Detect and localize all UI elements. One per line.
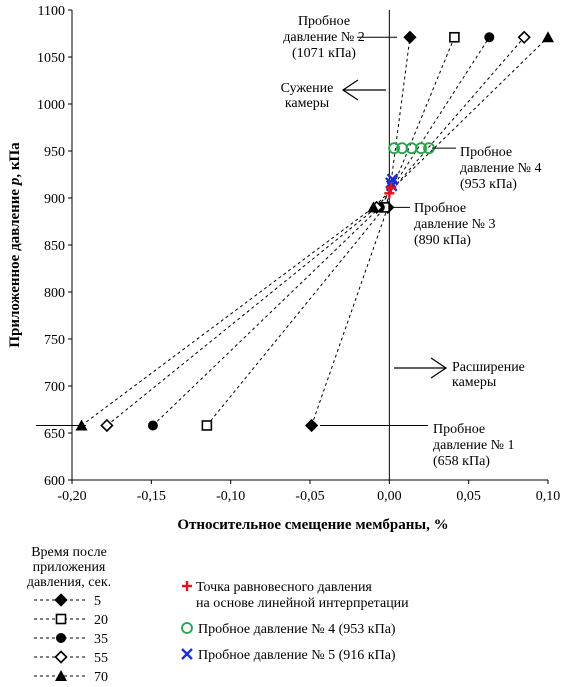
annotation-test4: давление № 4 [460,161,542,176]
point-5 [403,30,417,44]
legend-equilibrium-label: Точка равновесного давления [196,580,372,595]
annotation-expand: Расширение [452,360,525,375]
annotation-expand: камеры [452,375,497,390]
y-tick-label: 850 [44,239,65,254]
x-tick-label: -0,10 [216,489,245,504]
y-tick-label: 1050 [37,51,65,66]
x-tick-label: 0,05 [456,489,481,504]
x-tick-label: 0,10 [536,489,561,504]
legend-time-marker [55,613,67,625]
arrowhead-compress [341,79,359,101]
legend-time-label: 35 [94,632,108,647]
y-tick-label: 1000 [37,98,65,113]
legend-equilibrium-label: на основе линейной интерпретации [196,596,409,611]
annotation-test2: Пробное [298,14,350,29]
plot-area: 600 650 700 750 800 850 900 950 1000 1050 1100 -0,2… [7,4,560,533]
y-axis-title: Приложенное давление p, кПа [7,142,23,348]
point-20 [449,31,460,43]
y-tick-label: 600 [44,474,65,489]
point-70 [367,201,380,213]
y-tick-label: 750 [44,333,65,348]
point-35 [147,420,158,431]
legend-time-title: приложения [33,560,106,575]
annotation-test1: Пробное [433,422,485,437]
annotation-test2: (1071 кПа) [292,46,356,61]
annotation-compress: камеры [285,96,330,111]
legend-time-title: Время после [31,545,107,560]
annotation-test4: (953 кПа) [460,177,517,192]
x-tick-label: -0,15 [137,489,166,504]
test4-point [388,142,400,155]
annotation-compress: Сужение [281,81,334,96]
x-axis-title: Относительное смещение мембраны, % [177,517,448,533]
series-line-55 [106,36,525,426]
point-55 [517,30,531,44]
point-5 [304,418,319,433]
annotation-test3: (890 кПа) [414,233,471,248]
x-tick-label: -0,05 [295,489,324,504]
test4-point [415,142,427,155]
point-55 [100,418,114,433]
annotation-test2: давление № 2 [283,30,365,45]
annotation-test1: давление № 1 [433,438,515,453]
legend-time-label: 5 [94,594,101,609]
legend-time-label: 20 [94,613,108,628]
x-tick-label: -0,20 [57,489,86,504]
y-tick-label: 700 [44,380,65,395]
legend-equilibrium-marker [182,581,192,591]
legend-time-label: 55 [94,651,108,666]
annotation-test4: Пробное [460,145,512,160]
legend-test5-marker [181,648,193,660]
annotation-test3: Пробное [414,201,466,216]
y-tick-label: 900 [44,192,65,207]
legend-time-marker [54,593,68,607]
y-tick-label: 950 [44,145,65,160]
y-tick-label: 1100 [38,4,65,19]
series-line-70 [81,36,549,426]
annotation-test3: давление № 3 [414,217,496,232]
equilibrium-point [384,188,395,199]
legend-time-label: 70 [94,670,108,685]
test4-point [405,142,418,155]
x-tick-label: 0,00 [377,489,402,504]
annotation-test1: (658 кПа) [433,454,490,469]
legend-time-marker [56,633,66,643]
point-35 [484,32,495,43]
legend-test5-label: Пробное давление № 5 (916 кПа) [198,648,396,663]
legend-time-title: давления, сек. [27,575,111,590]
legend-time-marker [54,650,68,664]
arrowhead-expand [430,357,448,379]
equilibrium-point [385,182,396,193]
point-20 [201,420,213,431]
series-line-20 [206,37,455,426]
y-tick-label: 800 [44,286,65,301]
point-70 [542,31,554,43]
legend-test4-label: Пробное давление № 4 (953 кПа) [198,622,396,637]
legend-time-marker [55,670,67,681]
legend-test4-marker [181,622,193,634]
y-tick-label: 650 [44,427,65,442]
